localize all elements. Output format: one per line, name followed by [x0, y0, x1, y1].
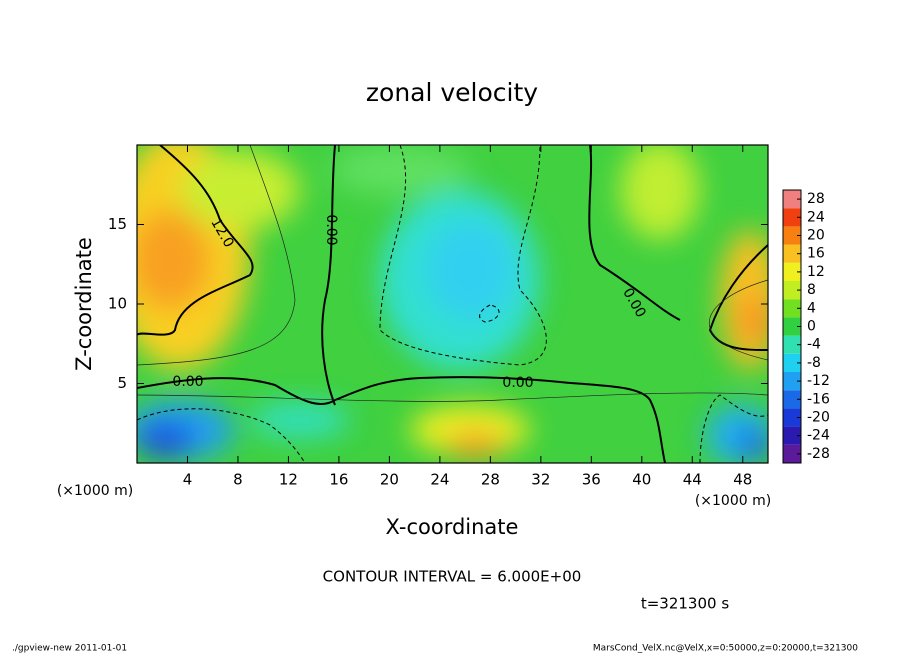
x-tick-label: 24 — [430, 471, 449, 489]
y-tick-label: 10 — [108, 295, 127, 313]
contour-label: 0.00 — [502, 375, 533, 391]
y-axis-label: Z-coordinate — [72, 237, 96, 371]
x-unit: (×1000 m) — [695, 493, 771, 509]
footer-left: ./gpview-new 2011-01-01 — [12, 644, 127, 654]
x-tick-label: 48 — [733, 471, 752, 489]
y-tick-label: 5 — [117, 374, 127, 392]
x-tick-label: 32 — [531, 471, 550, 489]
colorbar-box — [783, 353, 801, 372]
x-tick-label: 20 — [380, 471, 399, 489]
contour-label: 0.00 — [172, 374, 203, 390]
colorbar-box — [783, 208, 801, 227]
x-tick-label: 8 — [233, 471, 243, 489]
colorbar-tick-label: 8 — [807, 282, 816, 298]
x-tick-label: 16 — [329, 471, 348, 489]
x-tick-label: 44 — [683, 471, 702, 489]
colorbar-tick-label: -20 — [807, 410, 830, 426]
contour-interval: CONTOUR INTERVAL = 6.000E+00 — [323, 568, 582, 586]
colorbar-box — [783, 426, 801, 445]
colorbar-tick-label: 12 — [807, 264, 825, 280]
colorbar-tick-label: -28 — [807, 446, 830, 462]
colorbar-tick-label: -4 — [807, 337, 821, 353]
colorbar-box — [783, 190, 801, 209]
colorbar-tick-label: -16 — [807, 391, 830, 407]
x-tick-label: 36 — [582, 471, 601, 489]
x-tick-label: 4 — [183, 471, 193, 489]
colorbar-box — [783, 408, 801, 427]
colorbar-tick-label: -8 — [807, 355, 821, 371]
x-tick-label: 40 — [632, 471, 651, 489]
colorbar-box — [783, 444, 801, 463]
colorbar-box — [783, 226, 801, 245]
colorbar-tick-label: 4 — [807, 300, 816, 316]
colorbar-box — [783, 390, 801, 409]
colorbar-box — [783, 372, 801, 391]
chart-title: zonal velocity — [366, 78, 538, 107]
colorbar-tick-label: 0 — [807, 319, 816, 335]
colorbar-box — [783, 262, 801, 281]
contour-field — [137, 145, 768, 463]
x-tick-label: 28 — [481, 471, 500, 489]
footer-right: MarsCond_VelX.nc@VelX,x=0:50000,z=0:2000… — [593, 644, 858, 654]
x-tick-label: 12 — [279, 471, 298, 489]
colorbar-box — [783, 299, 801, 318]
colorbar-tick-label: 28 — [807, 191, 825, 207]
contour-label: 0.00 — [323, 214, 339, 245]
colorbar-tick-label: 16 — [807, 246, 825, 262]
colorbar-box — [783, 281, 801, 300]
colorbar-box — [783, 335, 801, 354]
x-axis-label: X-coordinate — [386, 515, 519, 539]
colorbar-box — [783, 244, 801, 263]
time-label: t=321300 s — [641, 595, 729, 613]
x-unit: (×1000 m) — [57, 483, 133, 499]
colorbar-tick-label: -24 — [807, 428, 830, 444]
colorbar-tick-label: 20 — [807, 228, 825, 244]
colorbar-tick-label: 24 — [807, 209, 825, 225]
colorbar-box — [783, 317, 801, 336]
y-tick-label: 15 — [108, 215, 127, 233]
colorbar-tick-label: -12 — [807, 373, 830, 389]
